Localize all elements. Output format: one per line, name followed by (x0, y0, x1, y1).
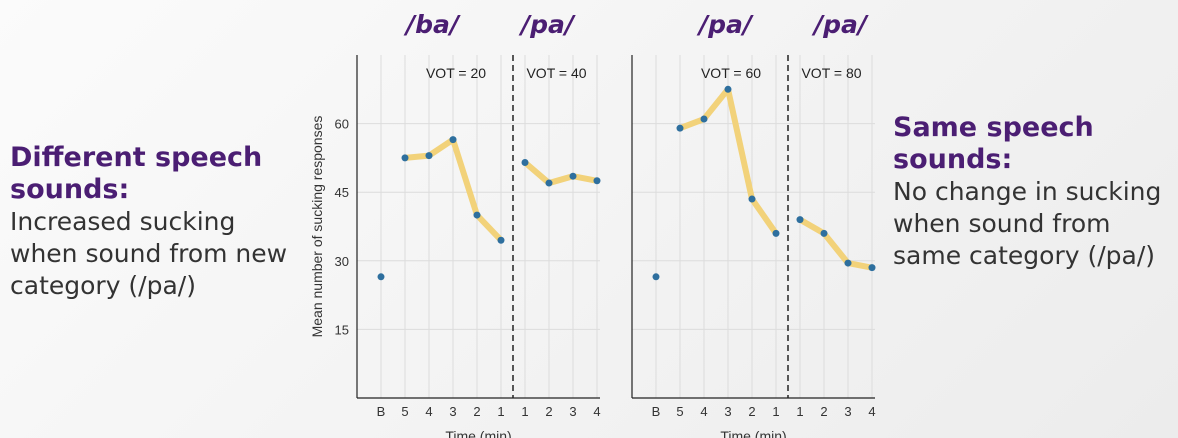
x-tick-label: B (377, 404, 386, 419)
data-point (473, 211, 481, 219)
left-note-body: Increased sucking when sound from new ca… (10, 207, 288, 300)
data-point (425, 152, 433, 160)
data-point (748, 195, 756, 203)
data-point (676, 124, 684, 132)
data-point (772, 229, 780, 237)
x-tick-label: 5 (401, 404, 408, 419)
x-tick-label: B (652, 404, 661, 419)
x-tick-label: 2 (820, 404, 827, 419)
right-note-body: No change in sucking when sound from sam… (893, 177, 1162, 270)
phoneme-label-pa-3: /pa/ (814, 10, 868, 39)
x-tick-label: 3 (569, 404, 576, 419)
x-tick-label: 4 (593, 404, 600, 419)
y-tick-label: 45 (335, 185, 349, 200)
y-axis-label: Mean number of sucking responses (309, 116, 325, 338)
right-note: Same speech sounds: No change in sucking… (893, 112, 1178, 272)
baseline-point (377, 273, 385, 281)
x-tick-label: 2 (545, 404, 552, 419)
data-point (820, 229, 828, 237)
x-tick-label: 2 (473, 404, 480, 419)
y-tick-label: 15 (335, 322, 349, 337)
y-tick-label: 30 (335, 254, 349, 269)
x-tick-label: 4 (700, 404, 707, 419)
data-point (868, 264, 876, 272)
x-axis-label: Time (min) (720, 428, 786, 438)
data-point (545, 179, 553, 187)
data-point (497, 236, 505, 244)
x-tick-label: 3 (724, 404, 731, 419)
data-point (796, 216, 804, 224)
x-tick-label: 1 (796, 404, 803, 419)
data-point (724, 85, 732, 93)
series-line (797, 216, 875, 271)
data-point (700, 115, 708, 123)
x-tick-label: 3 (449, 404, 456, 419)
condition-label: VOT = 20 (426, 65, 486, 81)
x-tick-label: 4 (425, 404, 432, 419)
x-tick-label: 1 (497, 404, 504, 419)
x-axis-label: Time (min) (445, 428, 511, 438)
baseline-point (652, 273, 660, 281)
x-tick-label: 3 (844, 404, 851, 419)
data-point (569, 172, 577, 180)
condition-label: VOT = 80 (801, 65, 861, 81)
data-point (844, 259, 852, 267)
x-tick-label: 1 (772, 404, 779, 419)
y-tick-label: 60 (335, 117, 349, 132)
right-note-title: Same speech sounds: (893, 112, 1094, 175)
condition-label: VOT = 40 (526, 65, 586, 81)
phoneme-label-pa-2: /pa/ (699, 10, 753, 39)
phoneme-label-pa-1: /pa/ (521, 10, 575, 39)
condition-label: VOT = 60 (701, 65, 761, 81)
left-note: Different speech sounds: Increased sucki… (10, 142, 290, 302)
data-point (521, 158, 529, 166)
data-point (449, 136, 457, 144)
data-point (593, 177, 601, 185)
x-tick-label: 1 (521, 404, 528, 419)
left-note-title: Different speech sounds: (10, 142, 263, 205)
series-line (522, 159, 600, 187)
data-point (401, 154, 409, 162)
x-tick-label: 2 (748, 404, 755, 419)
x-tick-label: 4 (868, 404, 875, 419)
x-tick-label: 5 (676, 404, 683, 419)
phoneme-label-ba: /ba/ (406, 10, 460, 39)
